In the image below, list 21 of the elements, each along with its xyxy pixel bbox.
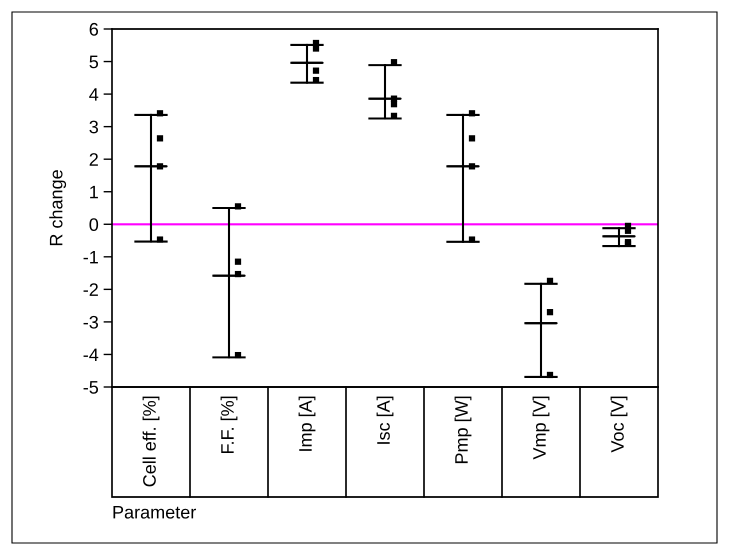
y-tick-label: 6 (90, 22, 98, 36)
y-tick-label: 2 (90, 153, 98, 166)
x-tick-label: Isc [A] (376, 396, 394, 444)
y-tick-label: -4 (84, 348, 98, 361)
y-axis-title: R change (49, 170, 66, 246)
y-tick-label: -3 (84, 316, 98, 329)
y-tick-label: 0 (89, 218, 98, 231)
y-tick-label: -1 (84, 250, 98, 264)
y-tick-label: 4 (89, 88, 98, 101)
y-tick-label: 5 (89, 56, 98, 68)
x-tick-label: Pmp [W] (454, 396, 472, 464)
x-tick-label: Cell eff. [%] (142, 396, 160, 486)
y-tick-label: -5 (84, 381, 98, 394)
x-tick-label: Vmp [V] (532, 396, 550, 460)
y-tick-label: 3 (89, 120, 98, 134)
x-tick-label: F.F. [%] (220, 396, 238, 454)
y-tick-label: 1 (90, 186, 98, 198)
x-axis-title: Parameter (113, 506, 196, 519)
x-tick-label: Voc [V] (610, 396, 628, 452)
x-tick-label: Imp [A] (298, 396, 316, 451)
y-tick-label: -2 (84, 283, 98, 296)
